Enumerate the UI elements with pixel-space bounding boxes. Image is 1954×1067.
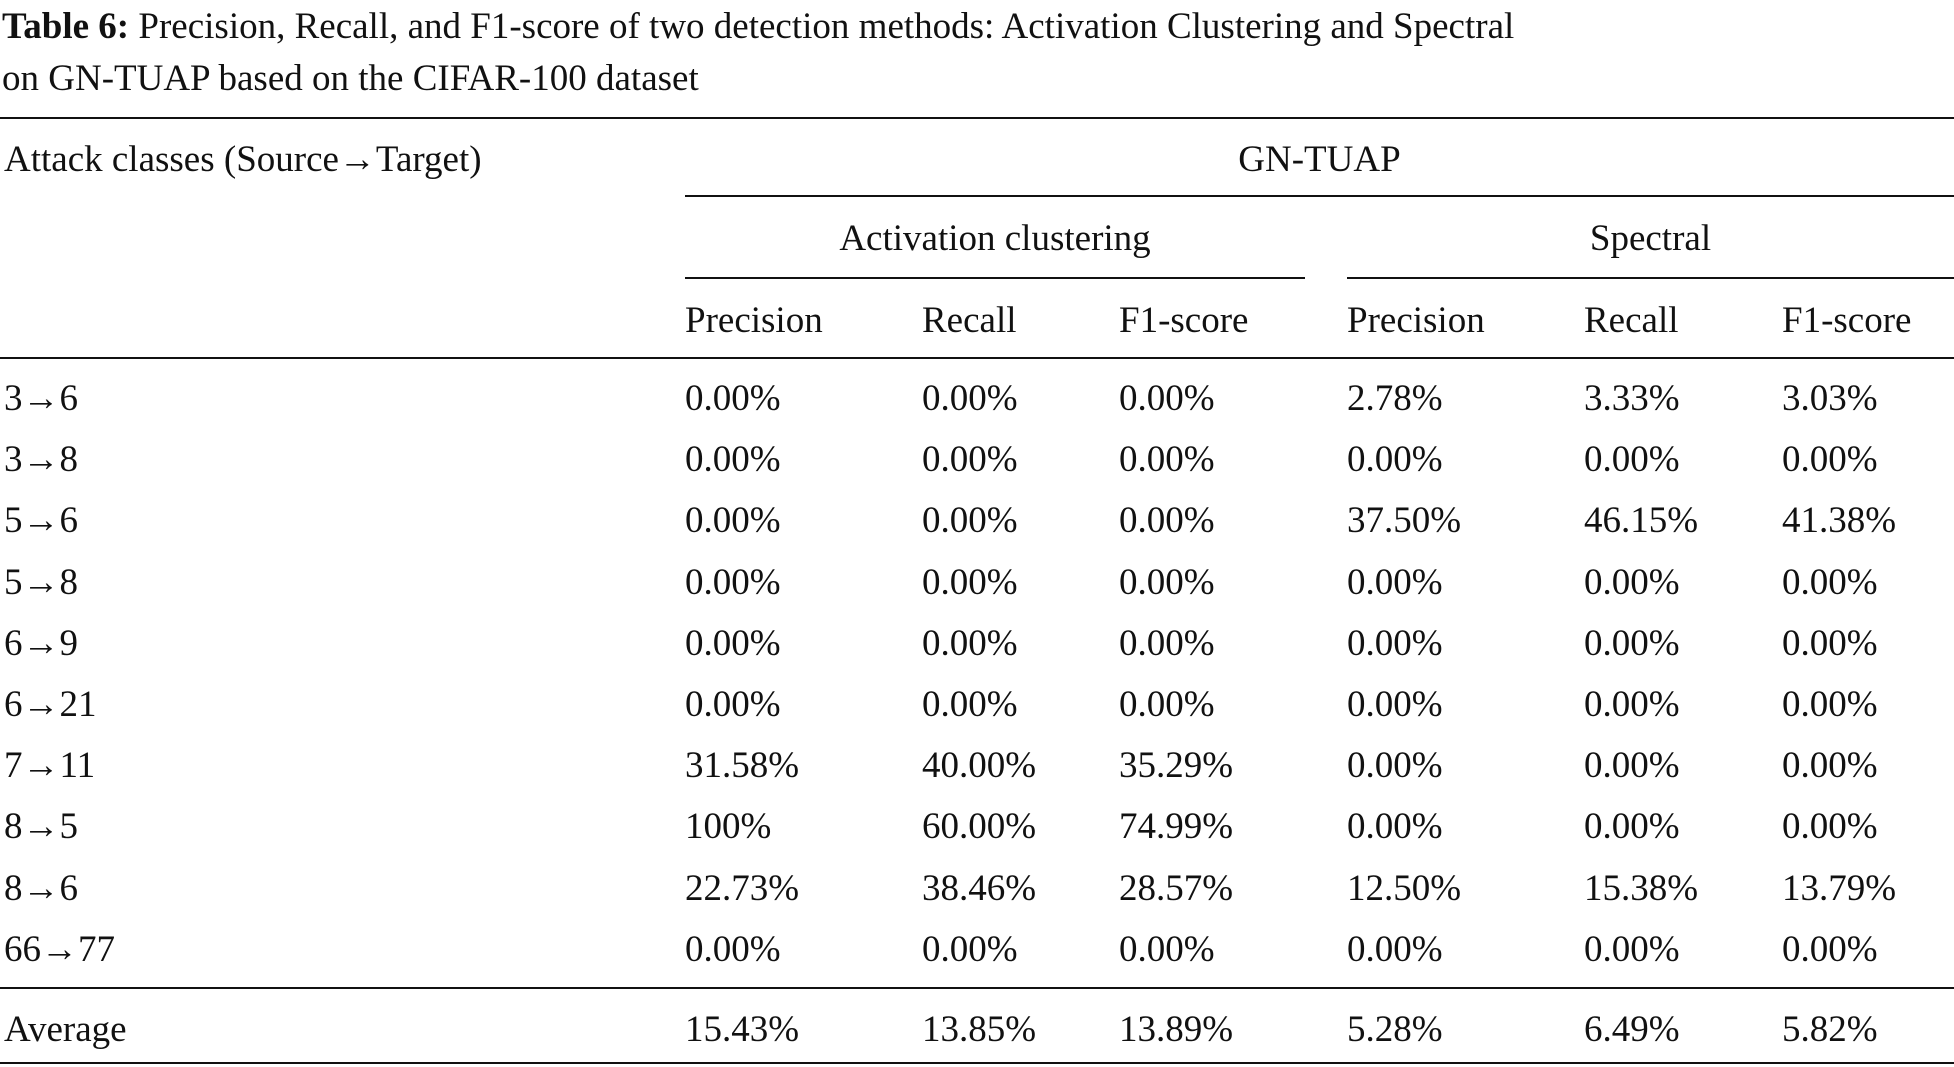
table-cell: 0.00% — [1584, 561, 1680, 603]
table-cell: 0.00% — [1584, 684, 1680, 725]
table-cell: 37.50% — [1347, 500, 1462, 542]
table-cell: 13.79% — [1782, 867, 1897, 909]
method-rule-activation — [685, 277, 1305, 279]
table-cell: 0.00% — [685, 622, 781, 664]
row-label: 5→8 — [4, 561, 78, 603]
caption-label: Table 6: — [2, 6, 130, 47]
header-rule — [0, 357, 1954, 359]
table-cell: 60.00% — [922, 806, 1037, 848]
table-cell: 0.00% — [1347, 806, 1443, 848]
table-cell: 100% — [685, 806, 772, 848]
average-cell: 15.43% — [685, 1009, 800, 1050]
method-header-activation: Activation clustering — [839, 218, 1151, 259]
metric-header: F1-score — [1782, 300, 1912, 341]
table-cell: 2.78% — [1347, 378, 1443, 419]
table-cell: 46.15% — [1584, 500, 1699, 542]
row-label: 66→77 — [4, 928, 115, 970]
table-cell: 0.00% — [1347, 439, 1443, 481]
metric-header: Recall — [922, 300, 1017, 341]
table-cell: 31.58% — [685, 745, 800, 787]
table-cell: 0.00% — [1782, 439, 1878, 481]
table-cell: 40.00% — [922, 745, 1037, 787]
row-label: 8→5 — [4, 806, 78, 848]
table-cell: 0.00% — [1782, 745, 1878, 787]
table-cell: 0.00% — [1119, 622, 1215, 664]
average-cell: 5.82% — [1782, 1009, 1878, 1050]
row-label: 6→21 — [4, 684, 97, 725]
table-cell: 0.00% — [922, 622, 1018, 664]
table-caption: Table 6: Precision, Recall, and F1-score… — [2, 8, 1514, 45]
table-cell: 0.00% — [685, 561, 781, 603]
row-label: 6→9 — [4, 622, 78, 664]
caption-text: Precision, Recall, and F1-score of two d… — [129, 6, 1515, 47]
average-cell: 6.49% — [1584, 1009, 1680, 1050]
table-cell: 28.57% — [1119, 867, 1234, 909]
table-cell: 0.00% — [922, 500, 1018, 542]
average-cell: 5.28% — [1347, 1009, 1443, 1050]
top-rule — [0, 117, 1954, 119]
table-cell: 0.00% — [1584, 622, 1680, 664]
group-rule — [685, 195, 1954, 197]
method-rule-spectral — [1347, 277, 1954, 279]
table-cell: 0.00% — [1584, 439, 1680, 481]
row-label: 7→11 — [4, 745, 96, 787]
table-cell: 15.38% — [1584, 867, 1699, 909]
table-cell: 38.46% — [922, 867, 1037, 909]
table-cell: 0.00% — [1782, 928, 1878, 970]
table-cell: 0.00% — [1119, 928, 1215, 970]
table-cell: 0.00% — [1119, 561, 1215, 603]
table-cell: 0.00% — [922, 684, 1018, 725]
average-cell: 13.89% — [1119, 1009, 1234, 1050]
row-label: 3→6 — [4, 378, 78, 419]
table-cell: 0.00% — [1782, 561, 1878, 603]
table-cell: 0.00% — [1782, 622, 1878, 664]
metric-header: Precision — [1347, 300, 1485, 341]
table-cell: 0.00% — [1347, 928, 1443, 970]
table-cell: 0.00% — [685, 928, 781, 970]
average-cell: 13.85% — [922, 1009, 1037, 1050]
row-label: 3→8 — [4, 439, 78, 481]
table-cell: 41.38% — [1782, 500, 1897, 542]
table-cell: 74.99% — [1119, 806, 1234, 848]
table-cell: 0.00% — [685, 439, 781, 481]
table-cell: 35.29% — [1119, 745, 1234, 787]
table-cell: 0.00% — [1782, 806, 1878, 848]
table-cell: 0.00% — [1119, 378, 1215, 419]
metric-header: Recall — [1584, 300, 1679, 341]
bottom-rule — [0, 1062, 1954, 1064]
table-cell: 0.00% — [1119, 439, 1215, 481]
row-label: 8→6 — [4, 867, 78, 909]
method-header-spectral: Spectral — [1589, 218, 1712, 259]
table-cell: 0.00% — [922, 439, 1018, 481]
table-cell: 0.00% — [1347, 561, 1443, 603]
row-label: 5→6 — [4, 500, 78, 542]
table-cell: 0.00% — [685, 684, 781, 725]
table-cell: 0.00% — [1347, 622, 1443, 664]
table-cell: 0.00% — [1584, 928, 1680, 970]
table-cell: 0.00% — [1584, 745, 1680, 787]
table-cell: 0.00% — [1584, 806, 1680, 848]
table-cell: 3.33% — [1584, 378, 1680, 419]
table-cell: 0.00% — [1782, 684, 1878, 725]
table-cell: 0.00% — [922, 378, 1018, 419]
metric-header: Precision — [685, 300, 823, 341]
metric-header: F1-score — [1119, 300, 1249, 341]
caption-line2: on GN-TUAP based on the CIFAR-100 datase… — [2, 58, 699, 99]
table-cell: 0.00% — [1119, 684, 1215, 725]
table-cell: 0.00% — [922, 928, 1018, 970]
table-cell: 22.73% — [685, 867, 800, 909]
table-cell: 0.00% — [1347, 684, 1443, 725]
row-header-label: Attack classes (Source→Target) — [4, 139, 482, 180]
group-header: GN-TUAP — [1238, 139, 1401, 180]
table-cell: 0.00% — [685, 500, 781, 542]
table-cell: 0.00% — [1119, 500, 1215, 542]
table-cell: 12.50% — [1347, 867, 1462, 909]
table-cell: 3.03% — [1782, 378, 1878, 419]
table-cell: 0.00% — [685, 378, 781, 419]
average-label: Average — [4, 1009, 127, 1050]
table-cell: 0.00% — [922, 561, 1018, 603]
average-rule — [0, 987, 1954, 989]
table-cell: 0.00% — [1347, 745, 1443, 787]
